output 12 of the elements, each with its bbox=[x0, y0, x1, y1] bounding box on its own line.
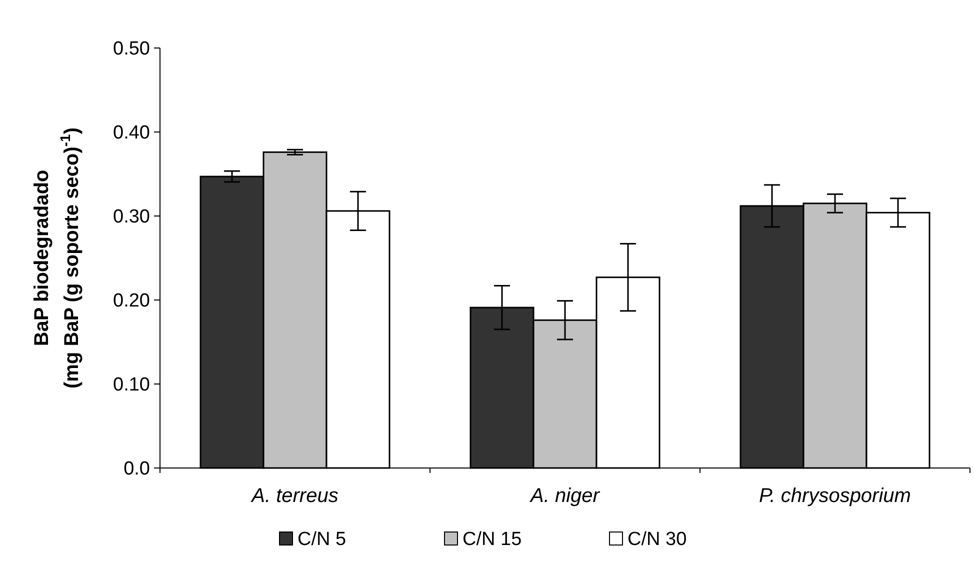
y-tick-label: 0.40 bbox=[113, 122, 150, 144]
x-tick-label: A. niger bbox=[530, 485, 601, 507]
legend-label: C/N 5 bbox=[298, 529, 346, 550]
x-tick-label: A. terreus bbox=[250, 485, 338, 507]
y-tick-label: 0.50 bbox=[113, 38, 150, 60]
y-tick-label: 0.0 bbox=[124, 458, 150, 480]
y-tick-label: 0.30 bbox=[113, 206, 150, 228]
y-tick-label: 0.10 bbox=[113, 374, 150, 396]
y-tick-label: 0.20 bbox=[113, 290, 150, 312]
x-tick-label: P. chrysosporium bbox=[759, 485, 911, 507]
legend-label: C/N 15 bbox=[462, 529, 522, 550]
legend-label: C/N 30 bbox=[628, 529, 687, 550]
